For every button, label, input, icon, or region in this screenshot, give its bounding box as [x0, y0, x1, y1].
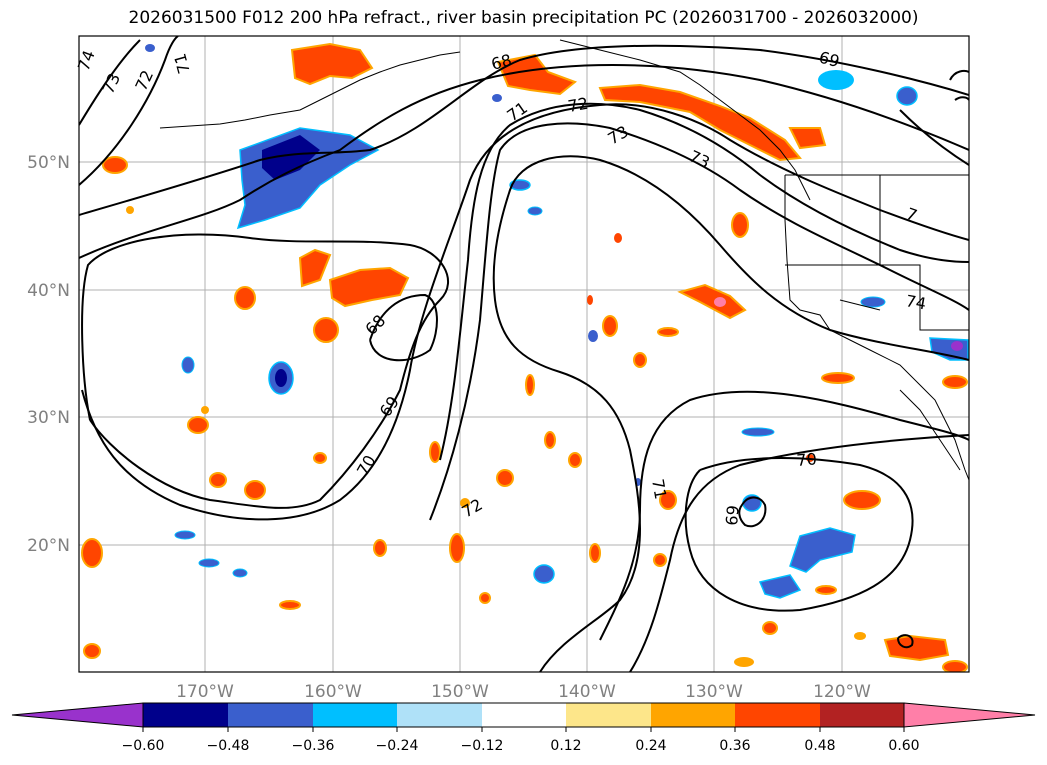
- map-title: 2026031500 F012 200 hPa refract., river …: [128, 8, 919, 28]
- colorbar-swatch: [651, 703, 735, 727]
- contour-label: 71: [170, 51, 194, 76]
- colorbar-tick-label: −0.48: [207, 738, 250, 754]
- colorbar-tick-label: −0.60: [122, 738, 165, 754]
- plot-frame: [78, 35, 970, 673]
- colorbar-swatch: [313, 703, 397, 727]
- latitude-labels: 50°N 40°N 30°N 20°N: [27, 153, 70, 556]
- colorbar-tick-label: 0.60: [888, 738, 919, 754]
- colorbar-swatch: [735, 703, 820, 727]
- longitude-labels: 170°W 160°W 150°W 140°W 130°W 120°W: [176, 682, 871, 702]
- colorbar-swatch: [397, 703, 482, 727]
- contour-label: 69: [817, 48, 842, 72]
- contour-label: 68: [489, 50, 514, 74]
- colorbar-tick-label: 0.12: [550, 738, 581, 754]
- coastlines: [159, 39, 969, 481]
- lon-label: 140°W: [558, 682, 616, 702]
- colorbar-swatch: [482, 703, 566, 727]
- lon-label: 130°W: [685, 682, 743, 702]
- colorbar-tick-label: −0.24: [376, 738, 419, 754]
- lat-label: 40°N: [27, 281, 70, 301]
- colorbar-tick-label: 0.48: [804, 738, 835, 754]
- colorbar-swatch: [228, 703, 313, 727]
- refractivity-contours: [79, 36, 969, 672]
- colorbar-swatch: [566, 703, 651, 727]
- colorbar-extend-low: [11, 702, 144, 728]
- lat-label: 20°N: [27, 536, 70, 556]
- lon-label: 150°W: [431, 682, 489, 702]
- contour-label: 71: [648, 477, 670, 500]
- positive-anomaly-regions: [81, 42, 968, 672]
- colorbar-tick-label: 0.24: [635, 738, 666, 754]
- colorbar-swatch: [820, 703, 904, 727]
- colorbar-extend-high: [903, 702, 1036, 728]
- colorbar-tick-label: −0.36: [292, 738, 335, 754]
- colorbar-tick-label: 0.36: [719, 738, 750, 754]
- lon-label: 120°W: [813, 682, 871, 702]
- colorbar-swatch: [143, 703, 228, 727]
- contour-label: 74: [904, 291, 927, 313]
- colorbar: −0.60 −0.48 −0.36 −0.24 −0.12 0.12 0.24 …: [11, 702, 1036, 754]
- lat-label: 30°N: [27, 408, 70, 428]
- contour-label: 72: [566, 94, 589, 116]
- lat-label: 50°N: [27, 153, 70, 173]
- contour-label: 70: [796, 449, 818, 470]
- colorbar-tick-label: −0.12: [461, 738, 504, 754]
- contour-label: 69: [722, 504, 743, 526]
- lon-label: 170°W: [176, 682, 234, 702]
- lon-label: 160°W: [304, 682, 362, 702]
